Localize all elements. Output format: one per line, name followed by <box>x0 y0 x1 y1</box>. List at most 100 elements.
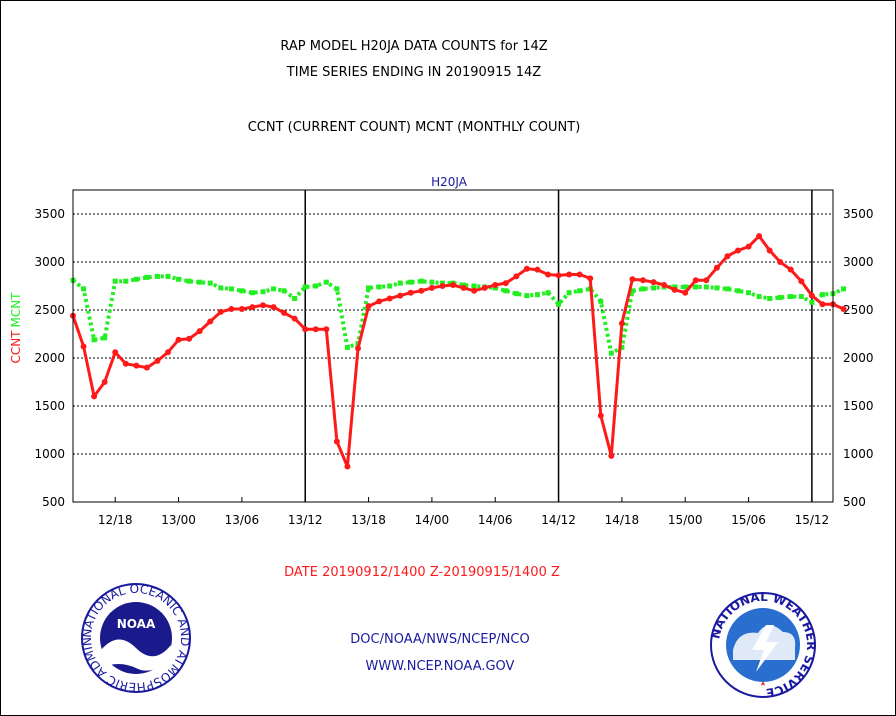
y-tick-label-right: 3500 <box>843 207 874 221</box>
data-point-ccnt <box>745 243 752 250</box>
data-point-ccnt <box>766 247 773 254</box>
data-point-mcnt <box>471 283 477 289</box>
data-point-mcnt <box>81 286 87 292</box>
data-point-ccnt <box>819 301 826 308</box>
chart-subtitle-legend: CCNT (CURRENT COUNT) MCNT (MONTHLY COUNT… <box>247 120 581 135</box>
data-point-ccnt <box>640 277 646 284</box>
x-tick-label: 12/18 <box>98 513 133 527</box>
data-point-mcnt <box>112 278 118 284</box>
x-tick-label: 13/12 <box>288 513 323 527</box>
data-point-mcnt <box>545 290 551 296</box>
data-point-ccnt <box>756 233 763 240</box>
org-label: DOC/NOAA/NWS/NCEP/NCO <box>350 632 530 647</box>
data-point-ccnt <box>397 292 404 299</box>
data-point-mcnt <box>788 294 794 300</box>
data-point-ccnt <box>323 326 330 333</box>
x-tick-label: 15/06 <box>731 513 766 527</box>
data-point-ccnt <box>207 318 214 325</box>
data-point-mcnt <box>524 293 530 299</box>
data-point-ccnt <box>249 304 256 311</box>
data-point-ccnt <box>122 360 129 367</box>
plot-title: H20JA <box>431 175 468 189</box>
y-tick-label-left: 500 <box>42 495 65 509</box>
date-range-label: DATE 20190912/1400 Z-20190915/1400 Z <box>284 565 560 580</box>
data-point-mcnt <box>334 286 340 292</box>
data-point-mcnt <box>714 285 720 291</box>
y-tick-label-left: 2000 <box>34 351 65 365</box>
data-point-mcnt <box>608 350 614 356</box>
chart-title-line1: RAP MODEL H20JA DATA COUNTS for 14Z <box>280 39 548 54</box>
y-label-mcnt: MCNT <box>9 292 23 328</box>
data-point-ccnt <box>777 259 784 265</box>
data-point-ccnt <box>692 277 699 284</box>
data-point-mcnt <box>323 279 329 285</box>
data-point-ccnt <box>798 278 805 285</box>
data-point-mcnt <box>366 285 372 291</box>
y-tick-label-right: 500 <box>843 495 866 509</box>
data-point-mcnt <box>91 337 97 343</box>
y-tick-label-left: 1500 <box>34 399 65 413</box>
grid-lines <box>73 190 833 502</box>
data-point-ccnt <box>175 336 182 343</box>
data-point-ccnt <box>418 287 425 294</box>
plot-border <box>72 189 834 503</box>
x-tick-label: 13/00 <box>161 513 196 527</box>
data-point-ccnt <box>513 273 520 280</box>
data-point-mcnt <box>629 288 635 294</box>
data-point-ccnt <box>333 438 340 445</box>
noaa-logo-text: NOAA <box>117 617 156 631</box>
website-link[interactable]: WWW.NCEP.NOAA.GOV <box>365 659 515 674</box>
x-tick-label: 14/00 <box>415 513 450 527</box>
data-point-ccnt <box>80 343 87 350</box>
data-point-ccnt <box>260 302 266 309</box>
data-point-mcnt <box>197 279 203 285</box>
data-point-mcnt <box>376 284 382 290</box>
data-point-ccnt <box>165 349 171 356</box>
data-point-mcnt <box>682 284 688 290</box>
data-point-ccnt <box>407 289 414 296</box>
nws-logo: NATIONAL WEATHER SERVICE <box>708 590 818 700</box>
data-point-ccnt <box>133 362 140 369</box>
data-point-mcnt <box>387 283 393 289</box>
data-point-mcnt <box>176 276 182 282</box>
data-point-ccnt <box>840 306 847 313</box>
data-point-ccnt <box>386 295 393 302</box>
data-point-ccnt <box>703 277 710 284</box>
data-point-ccnt <box>196 328 203 335</box>
data-point-mcnt <box>239 288 245 294</box>
data-point-mcnt <box>133 276 139 282</box>
data-point-ccnt <box>629 276 636 283</box>
data-point-ccnt <box>281 309 288 316</box>
data-point-mcnt <box>777 295 783 301</box>
data-point-ccnt <box>91 393 98 400</box>
data-point-ccnt <box>450 282 456 289</box>
data-point-mcnt <box>218 285 224 291</box>
data-point-ccnt <box>270 304 277 311</box>
data-point-ccnt <box>101 379 108 385</box>
y-tick-label-right: 2500 <box>843 303 874 317</box>
data-point-mcnt <box>397 280 403 286</box>
data-point-ccnt <box>238 306 245 313</box>
x-tick-label: 15/12 <box>795 513 830 527</box>
data-point-mcnt <box>429 279 435 285</box>
data-point-ccnt <box>228 306 235 313</box>
y-tick-label-left: 3000 <box>34 255 65 269</box>
data-point-ccnt <box>481 284 488 291</box>
series-line-ccnt <box>71 234 845 468</box>
data-point-mcnt <box>228 286 234 292</box>
data-point-ccnt <box>291 315 298 322</box>
data-point-mcnt <box>271 286 277 292</box>
data-point-ccnt <box>661 282 668 289</box>
data-point-ccnt <box>735 247 741 254</box>
data-point-mcnt <box>302 284 308 290</box>
data-point-mcnt <box>534 292 540 298</box>
data-point-ccnt <box>471 287 478 294</box>
y-tick-label-right: 1500 <box>843 399 874 413</box>
gull-icon <box>101 639 171 671</box>
data-point-ccnt <box>112 349 119 356</box>
data-point-ccnt <box>502 280 509 287</box>
data-point-ccnt <box>376 298 383 305</box>
data-point-ccnt <box>808 292 815 299</box>
star-icon <box>761 681 765 686</box>
